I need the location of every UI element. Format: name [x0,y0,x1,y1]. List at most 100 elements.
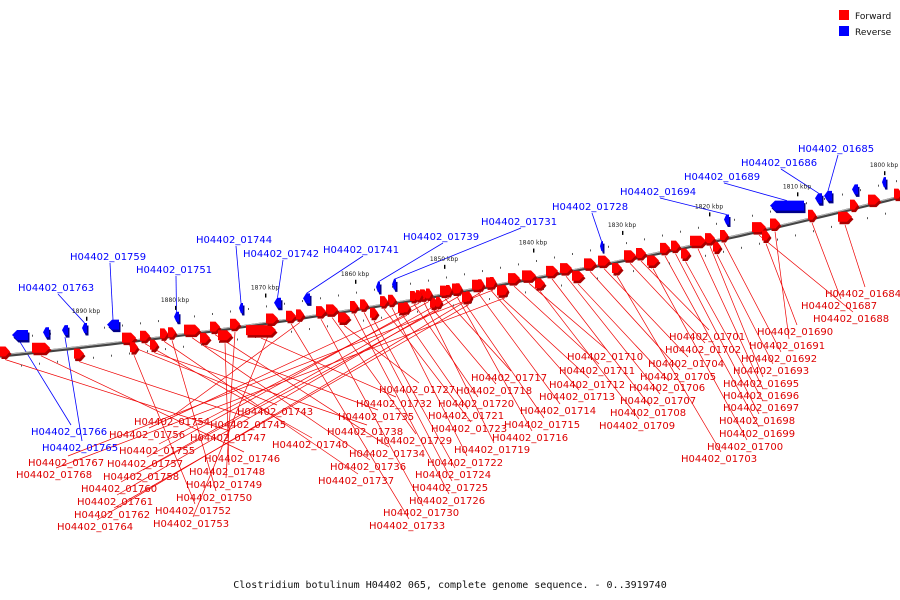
forward-gene [230,318,240,329]
track-dot [446,276,447,279]
scale-tick [444,264,446,269]
forward-leader-line [373,320,456,469]
reverse-leader-line [57,293,85,324]
forward-gene [660,242,670,253]
reverse-gene-label: H04402_01741 [323,245,399,256]
forward-leader-line [113,304,470,509]
track-dot [705,254,706,257]
leader-lines [4,154,866,521]
forward-gene [426,288,432,299]
track-dot [860,189,861,192]
forward-leader-line [465,304,545,419]
forward-gene-label: H04402_01719 [454,445,530,456]
forward-leader-line [67,289,494,457]
forward-gene-label: H04402_01746 [204,454,280,465]
forward-gene [598,255,610,266]
track-dot [597,277,598,280]
track-dot [158,320,159,323]
scale-tick [175,305,177,310]
reverse-gene [12,329,28,340]
forward-gene-label: H04402_01735 [338,412,414,423]
forward-gene-label: H04402_01757 [107,459,183,470]
forward-gene [266,313,278,324]
forward-gene [466,291,472,302]
reverse-gene [303,293,310,304]
reverse-gene-label: H04402_01766 [31,427,107,438]
forward-leader-line [811,222,842,300]
reverse-gene [824,190,832,201]
forward-gene [490,277,496,288]
forward-gene-label: H04402_01747 [190,433,266,444]
forward-gene-label: H04402_01755 [119,446,195,457]
forward-gene-label: H04402_01690 [757,327,833,338]
forward-gene [522,270,536,281]
forward-gene [671,240,680,251]
track-dot [554,256,555,259]
forward-gene [140,330,150,341]
forward-gene [546,265,558,276]
forward-leader-line [391,307,468,457]
forward-gene [184,324,200,335]
scale-tick [797,192,799,197]
legend-reverse-swatch [839,26,849,36]
forward-leader-line [353,313,450,495]
forward-leader-line [685,261,764,402]
forward-leader-line [640,260,710,331]
track-dot [381,316,382,319]
reverse-gene-label: H04402_01739 [403,232,479,243]
track-dot [885,212,886,215]
forward-gene-label: H04402_01711 [559,366,635,377]
forward-leader-line [290,323,410,520]
forward-leader-line [423,302,495,444]
track-dot [500,266,501,269]
forward-leader-line [133,354,196,505]
reverse-gene-label: H04402_01765 [42,443,118,454]
track-dot [626,242,627,245]
forward-gene [894,188,900,199]
forward-gene [560,263,572,274]
forward-leader-line [363,312,453,482]
forward-gene [74,348,84,359]
forward-gene-label: H04402_01737 [318,476,394,487]
forward-gene-label: H04402_01697 [723,403,799,414]
track-dot [489,298,490,301]
forward-gene-label: H04402_01717 [471,373,547,384]
forward-gene-label: H04402_01715 [504,420,580,431]
forward-leader-line [146,301,430,458]
reverse-leader-line [64,337,83,442]
forward-gene [380,296,388,307]
forward-gene-label: H04402_01730 [383,508,459,519]
forward-gene [326,304,338,315]
forward-leader-line [577,283,670,382]
track-dot [536,259,537,262]
forward-gene-label: H04402_01752 [155,506,231,517]
forward-gene [32,342,50,353]
forward-leader-line [173,322,301,416]
forward-gene-label: H04402_01706 [629,383,705,394]
track-dot [129,352,130,355]
forward-gene-label: H04402_01701 [669,332,745,343]
forward-gene-label: H04402_01707 [620,396,696,407]
forward-gene [160,328,168,339]
forward-leader-line [758,234,854,313]
forward-leader-line [765,243,798,326]
track-dot [327,325,328,328]
track-dot [230,310,231,313]
scale-tick-label: 1850 kbp [430,256,458,263]
forward-gene-label: H04402_01745 [210,420,286,431]
scale-tick-label: 1840 kbp [519,240,547,247]
forward-gene [636,247,646,258]
track-dot [147,350,148,353]
forward-leader-line [616,275,722,453]
forward-gene [446,284,452,295]
track-dot [669,262,670,265]
reverse-gene-label: H04402_01751 [136,265,212,276]
forward-gene [612,262,622,273]
reverse-gene-label: H04402_01742 [243,249,319,260]
forward-gene [690,235,706,246]
forward-gene [218,330,232,341]
scale-tick-label: 1830 kbp [608,222,636,229]
forward-leader-line [116,295,460,496]
forward-gene [316,306,326,317]
